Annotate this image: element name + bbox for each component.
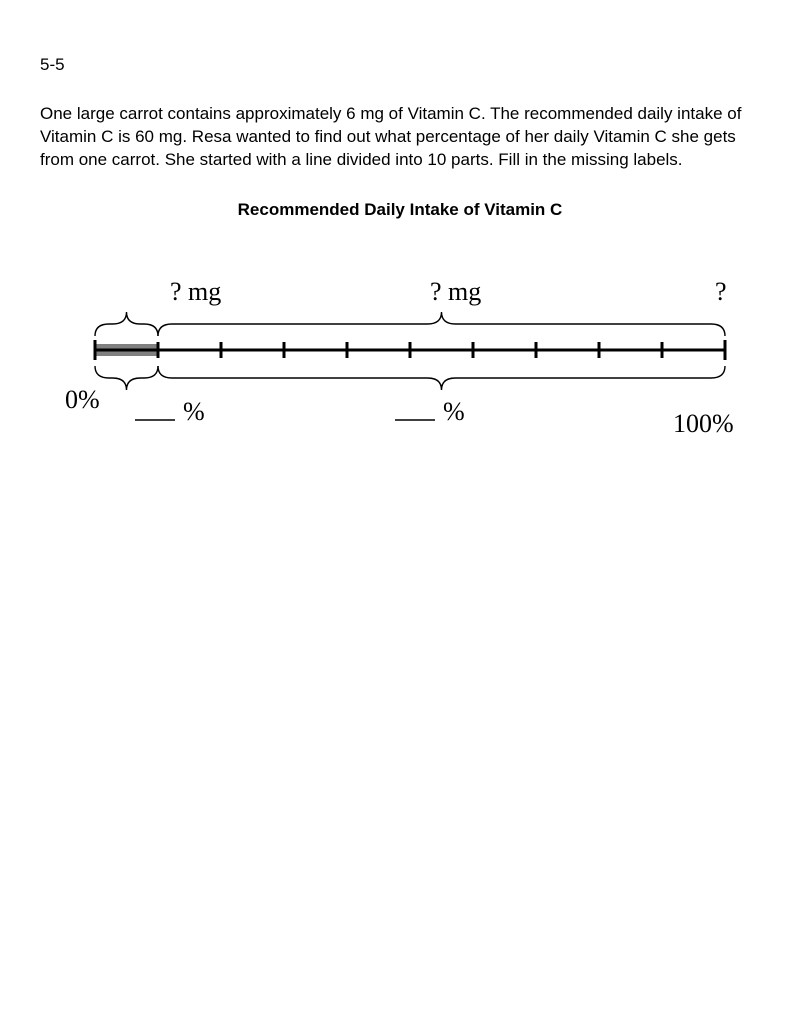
- problem-number: 5-5: [40, 55, 760, 75]
- top-brace-large: [158, 312, 725, 336]
- label-top-left: ? mg: [170, 277, 221, 306]
- blank-1-percent-sign: %: [183, 397, 205, 426]
- label-top-mid: ? mg: [430, 277, 481, 306]
- bottom-brace-small: [95, 366, 158, 390]
- label-zero-percent: 0%: [65, 385, 100, 414]
- diagram-svg: ? mg ? mg? 0% 100%%%: [65, 260, 745, 460]
- percent-bar-diagram: ? mg ? mg? 0% 100%%%: [65, 260, 750, 460]
- problem-text: One large carrot contains approximately …: [40, 103, 760, 172]
- chart-title: Recommended Daily Intake of Vitamin C: [40, 200, 760, 220]
- bottom-brace-large: [158, 366, 725, 390]
- label-top-right: ?: [715, 277, 727, 306]
- top-brace-small: [95, 312, 158, 336]
- blank-2-percent-sign: %: [443, 397, 465, 426]
- label-hundred-percent: 100%: [673, 409, 734, 438]
